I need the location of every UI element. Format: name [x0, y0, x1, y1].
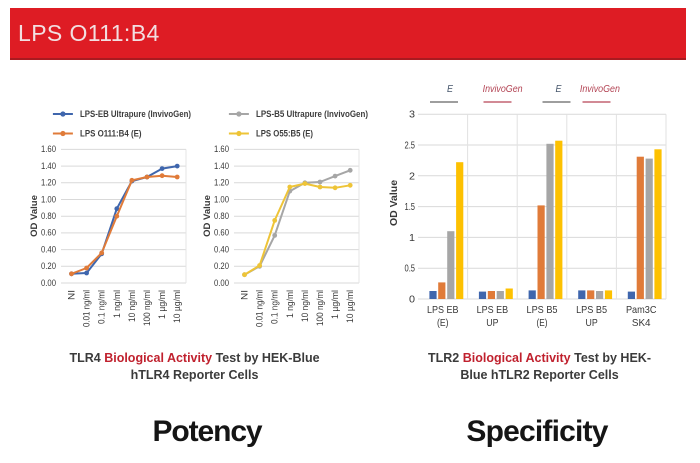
svg-text:0.1 ng/ml: 0.1 ng/ml: [97, 290, 107, 324]
svg-text:0.00: 0.00: [41, 278, 56, 288]
svg-text:E: E: [556, 83, 563, 95]
svg-text:InvivoGen: InvivoGen: [580, 83, 620, 95]
svg-text:LPS B5: LPS B5: [527, 304, 558, 316]
svg-text:LPS-B5 Ultrapure (InvivoGen): LPS-B5 Ultrapure (InvivoGen): [256, 109, 368, 119]
svg-text:1.20: 1.20: [214, 178, 229, 188]
svg-text:0: 0: [409, 295, 415, 306]
svg-text:OD Value: OD Value: [202, 195, 213, 237]
svg-text:OD Value: OD Value: [29, 195, 40, 237]
svg-text:0.01 ng/ml: 0.01 ng/ml: [255, 290, 265, 327]
svg-text:10 µg/ml: 10 µg/ml: [172, 290, 182, 323]
svg-text:0.20: 0.20: [41, 261, 56, 271]
svg-text:LPS O111:B4 (E): LPS O111:B4 (E): [80, 129, 142, 139]
svg-text:0.80: 0.80: [41, 211, 56, 221]
svg-text:LPS-EB Ultrapure (InvivoGen): LPS-EB Ultrapure (InvivoGen): [80, 109, 191, 119]
svg-text:0.01 ng/ml: 0.01 ng/ml: [82, 290, 92, 327]
svg-text:LPS B5: LPS B5: [576, 304, 607, 316]
svg-text:0.5: 0.5: [405, 264, 416, 275]
svg-text:10 ng/ml: 10 ng/ml: [300, 290, 310, 322]
svg-text:1 µg/ml: 1 µg/ml: [330, 290, 340, 319]
svg-text:1.40: 1.40: [214, 161, 229, 171]
svg-text:100 ng/ml: 100 ng/ml: [142, 290, 152, 326]
svg-text:10 µg/ml: 10 µg/ml: [345, 290, 355, 323]
svg-text:(E): (E): [537, 317, 548, 329]
svg-text:0.60: 0.60: [214, 228, 229, 238]
svg-text:UP: UP: [586, 317, 598, 329]
svg-text:0.80: 0.80: [214, 211, 229, 221]
svg-text:LPS O55:B5 (E): LPS O55:B5 (E): [256, 129, 313, 139]
svg-text:2.5: 2.5: [405, 141, 416, 152]
svg-text:1.60: 1.60: [214, 144, 229, 154]
svg-text:100 ng/ml: 100 ng/ml: [315, 290, 325, 326]
svg-text:(E): (E): [437, 317, 449, 329]
svg-text:1 ng/ml: 1 ng/ml: [112, 290, 122, 318]
svg-text:OD Value: OD Value: [388, 180, 400, 226]
svg-text:LPS EB: LPS EB: [477, 304, 509, 316]
svg-text:InvivoGen: InvivoGen: [483, 83, 523, 95]
svg-text:LPS EB: LPS EB: [427, 304, 459, 316]
svg-text:NI: NI: [240, 290, 250, 300]
svg-text:E: E: [447, 83, 454, 95]
svg-text:NI: NI: [67, 290, 77, 300]
svg-text:0.40: 0.40: [214, 244, 229, 254]
svg-text:1.00: 1.00: [214, 194, 229, 204]
svg-text:1.60: 1.60: [41, 144, 56, 154]
svg-text:0.60: 0.60: [41, 228, 56, 238]
svg-text:1.5: 1.5: [405, 202, 416, 213]
svg-text:1.20: 1.20: [41, 178, 56, 188]
svg-text:0.40: 0.40: [41, 244, 56, 254]
svg-text:3: 3: [409, 110, 415, 121]
svg-text:10 ng/ml: 10 ng/ml: [127, 290, 137, 322]
svg-text:UP: UP: [486, 317, 498, 329]
svg-text:1.00: 1.00: [41, 194, 56, 204]
svg-text:2: 2: [409, 171, 415, 182]
svg-text:0.1 ng/ml: 0.1 ng/ml: [270, 290, 280, 324]
svg-text:1.40: 1.40: [41, 161, 56, 171]
svg-text:1: 1: [409, 233, 415, 244]
svg-text:SK4: SK4: [632, 317, 651, 329]
svg-text:1 µg/ml: 1 µg/ml: [157, 290, 167, 319]
svg-text:1 ng/ml: 1 ng/ml: [285, 290, 295, 318]
svg-text:Pam3C: Pam3C: [626, 304, 657, 316]
svg-text:0.00: 0.00: [214, 278, 229, 288]
svg-text:0.20: 0.20: [214, 261, 229, 271]
